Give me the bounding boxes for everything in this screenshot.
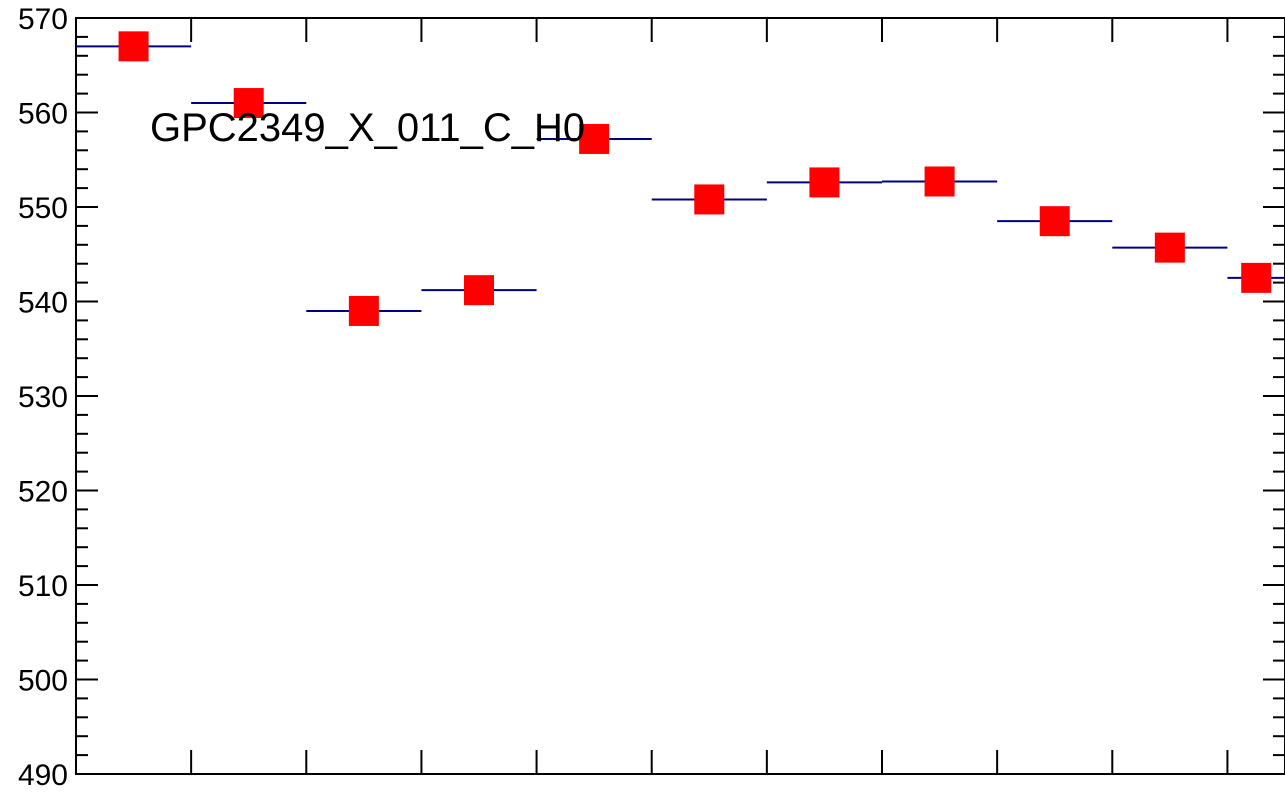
y-tick-label: 500	[18, 665, 68, 698]
x-axis	[190, 18, 1229, 774]
y-axis: 490 500 510 520 530 540 550 560 570	[18, 3, 1285, 792]
data-point-marker	[1039, 206, 1070, 237]
data-point-marker	[579, 123, 610, 154]
chart-title: GPC2349_X_011_C_H0	[150, 106, 585, 150]
y-tick-label: 510	[18, 570, 68, 603]
data-point-marker	[1241, 262, 1272, 293]
y-tick-label: 570	[18, 3, 68, 36]
data-point-marker	[348, 295, 379, 326]
data-point-marker	[694, 184, 725, 215]
data-series	[76, 31, 1285, 326]
data-point-marker	[464, 275, 494, 306]
data-point-marker	[1154, 232, 1185, 263]
y-tick-label: 530	[18, 381, 68, 414]
data-point-marker	[924, 166, 955, 197]
y-tick-label: 490	[18, 759, 68, 792]
data-point-marker	[809, 167, 840, 198]
data-point-marker	[118, 31, 149, 62]
y-tick-label: 520	[18, 476, 68, 509]
y-tick-label: 540	[18, 287, 68, 320]
y-tick-label: 560	[18, 98, 68, 131]
data-point-marker	[233, 88, 264, 119]
y-tick-label: 550	[18, 192, 68, 225]
